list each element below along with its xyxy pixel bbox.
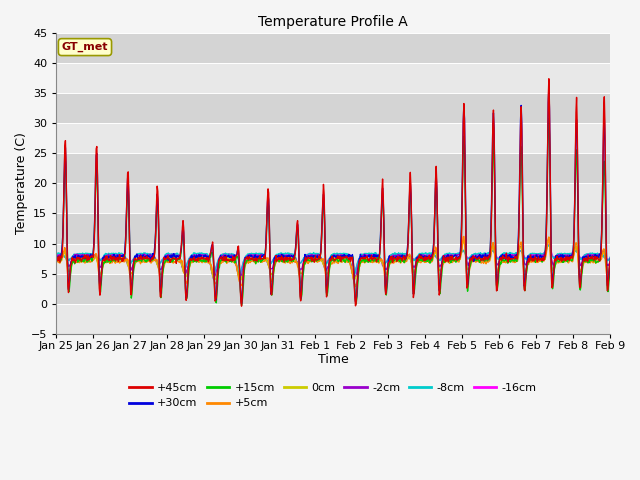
+45cm	[545, 76, 553, 82]
+5cm	[614, 258, 622, 264]
-8cm	[298, 258, 306, 264]
-16cm	[162, 252, 170, 258]
Bar	[56, 214, 610, 243]
-8cm	[624, 251, 632, 257]
Line: -2cm: -2cm	[56, 240, 640, 280]
Title: Temperature Profile A: Temperature Profile A	[258, 15, 408, 29]
-16cm	[350, 273, 358, 279]
Line: 0cm: 0cm	[56, 240, 640, 280]
Bar	[56, 63, 610, 93]
Y-axis label: Temperature (C): Temperature (C)	[15, 132, 28, 234]
-2cm	[81, 252, 88, 258]
+15cm	[614, 258, 622, 264]
-2cm	[545, 237, 552, 243]
+30cm	[298, 280, 306, 286]
-16cm	[401, 252, 408, 257]
-8cm	[545, 242, 553, 248]
-8cm	[81, 251, 88, 257]
Bar	[56, 304, 610, 334]
+45cm	[401, 257, 408, 263]
+15cm	[545, 116, 553, 121]
-8cm	[162, 252, 170, 258]
+15cm	[237, 302, 245, 308]
-2cm	[52, 252, 60, 258]
+30cm	[162, 255, 170, 261]
0cm	[81, 256, 88, 262]
-8cm	[236, 273, 243, 279]
Line: +15cm: +15cm	[56, 119, 640, 305]
+30cm	[614, 253, 622, 259]
-8cm	[614, 251, 622, 256]
+30cm	[81, 254, 88, 260]
+45cm	[237, 303, 245, 309]
Legend: +45cm, +30cm, +15cm, +5cm, 0cm, -2cm, -8cm, -16cm: +45cm, +30cm, +15cm, +5cm, 0cm, -2cm, -8…	[125, 378, 541, 413]
-16cm	[81, 252, 88, 257]
-2cm	[162, 252, 170, 258]
Line: -16cm: -16cm	[56, 245, 640, 276]
+15cm	[624, 258, 632, 264]
+15cm	[81, 258, 88, 264]
0cm	[624, 255, 632, 261]
-16cm	[298, 259, 305, 265]
0cm	[351, 277, 358, 283]
0cm	[401, 255, 408, 261]
+45cm	[614, 256, 622, 262]
+15cm	[401, 258, 408, 264]
-16cm	[614, 252, 622, 258]
+5cm	[52, 258, 60, 264]
0cm	[614, 255, 622, 261]
+5cm	[81, 260, 88, 265]
Bar	[56, 123, 610, 153]
-8cm	[401, 251, 408, 256]
+45cm	[162, 256, 170, 262]
+30cm	[545, 85, 553, 91]
Bar	[56, 274, 610, 304]
+30cm	[401, 253, 408, 259]
+45cm	[52, 257, 60, 263]
+5cm	[351, 284, 359, 289]
-2cm	[401, 252, 408, 258]
+5cm	[624, 260, 632, 265]
-2cm	[624, 253, 632, 259]
Text: GT_met: GT_met	[61, 42, 108, 52]
0cm	[545, 238, 552, 243]
+15cm	[162, 256, 170, 262]
-2cm	[236, 277, 244, 283]
Bar	[56, 153, 610, 183]
+5cm	[460, 234, 468, 240]
+15cm	[298, 291, 306, 297]
Bar	[56, 33, 610, 63]
+45cm	[81, 252, 88, 258]
Bar	[56, 243, 610, 274]
-16cm	[52, 252, 60, 257]
Line: +5cm: +5cm	[56, 237, 640, 287]
-8cm	[52, 251, 60, 257]
X-axis label: Time: Time	[317, 353, 348, 366]
-2cm	[614, 253, 622, 259]
+45cm	[298, 280, 306, 286]
+5cm	[298, 281, 305, 287]
-16cm	[624, 252, 632, 257]
Bar	[56, 183, 610, 214]
Line: +45cm: +45cm	[56, 79, 640, 306]
+30cm	[237, 301, 245, 307]
0cm	[162, 256, 170, 262]
+5cm	[401, 260, 408, 265]
Line: -8cm: -8cm	[56, 245, 640, 276]
0cm	[52, 255, 60, 261]
+30cm	[52, 256, 60, 262]
0cm	[298, 271, 305, 276]
Bar	[56, 93, 610, 123]
+15cm	[52, 257, 60, 263]
-16cm	[545, 242, 552, 248]
+5cm	[162, 258, 170, 264]
+30cm	[624, 254, 632, 260]
+45cm	[624, 258, 632, 264]
Line: +30cm: +30cm	[56, 88, 640, 304]
-2cm	[298, 266, 306, 272]
